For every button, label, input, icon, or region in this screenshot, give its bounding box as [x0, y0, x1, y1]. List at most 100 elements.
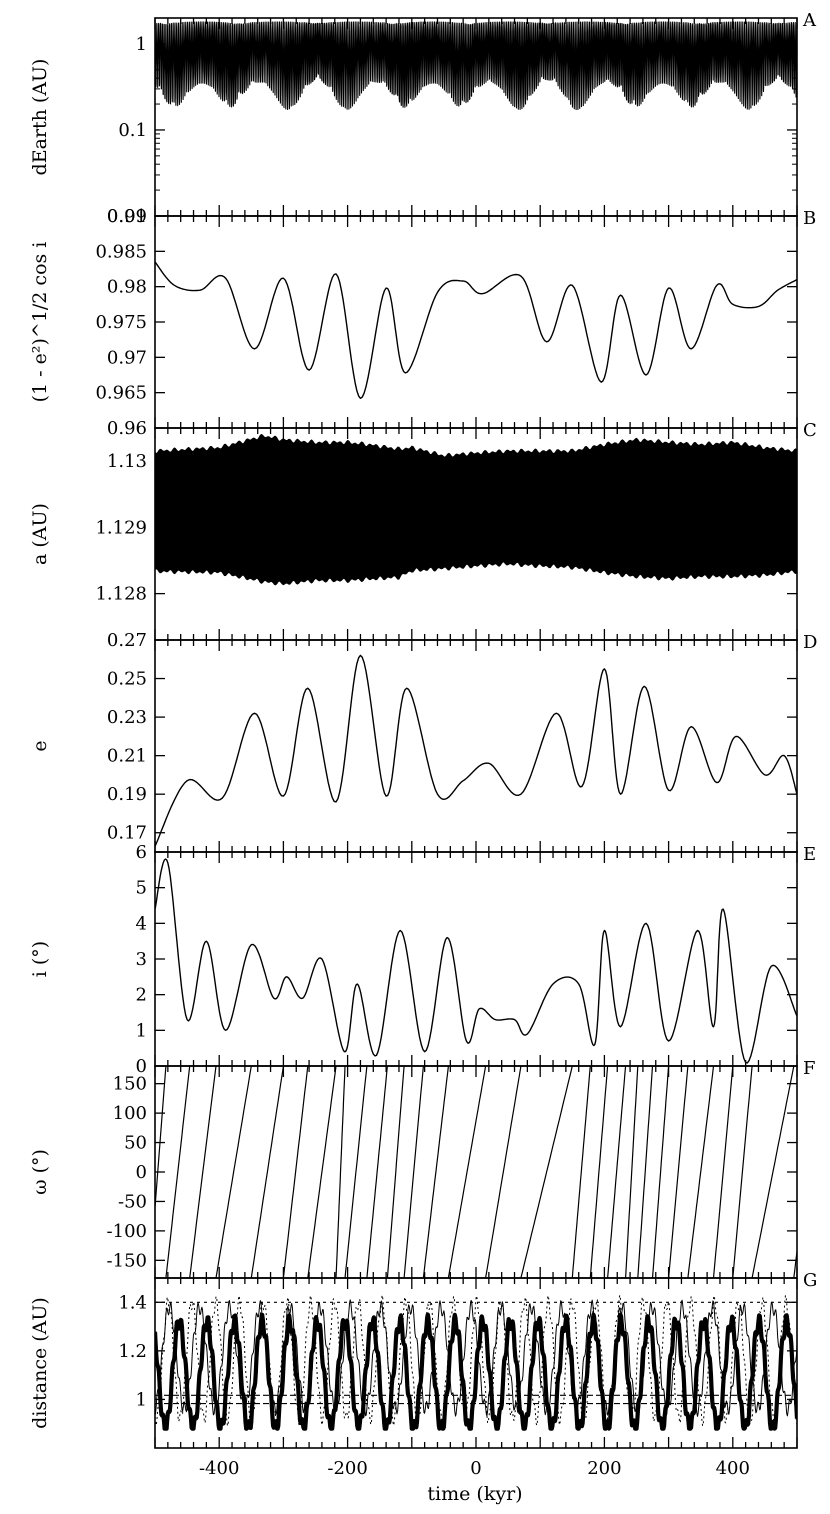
data-E [155, 858, 797, 1064]
series-segment [520, 1066, 573, 1278]
y-axis-label-B: (1 - e²)^1/2 cos i [29, 242, 51, 403]
series-dotted [155, 1294, 797, 1427]
series-segment [732, 1066, 753, 1278]
series-segment [307, 1066, 337, 1278]
series-segment [589, 1066, 609, 1278]
data-D [155, 654, 797, 847]
panel-letter-E: E [803, 844, 816, 865]
y-tick-label-C: 1.129 [95, 517, 147, 538]
y-axis-label-D: e [29, 740, 51, 751]
x-axis: time (kyr) [427, 1483, 522, 1505]
series-line [155, 21, 797, 111]
plot-frame-E [154, 851, 798, 1067]
y-tick-label-E: 2 [136, 985, 147, 1006]
x-tick-label: -400 [199, 1458, 239, 1479]
panel-F: -150 -100 -50 0 50 100 150 Fω (°) [29, 1058, 816, 1279]
y-axis-label-E: i (°) [29, 941, 51, 977]
series-segment [571, 1066, 591, 1278]
y-tick-label-F: -50 [118, 1191, 147, 1212]
x-tick-label: 200 [587, 1458, 621, 1479]
y-tick-label-E: 1 [136, 1020, 147, 1041]
y-tick-label-D: 0.23 [107, 707, 147, 728]
y-tick-label-B: 0.97 [107, 347, 147, 368]
y-tick-label-C: 1.13 [107, 451, 147, 472]
series-segment [335, 1066, 346, 1278]
y-tick-label-G: 1.4 [118, 1292, 147, 1313]
data-F [155, 1066, 797, 1278]
y-tick-label-E: 5 [136, 878, 147, 899]
series-thin-solid [155, 1299, 797, 1417]
series-segment [651, 1066, 670, 1278]
series-segment [422, 1066, 449, 1278]
y-tick-label-E: 6 [136, 842, 147, 863]
y-tick-label-C: 1.128 [95, 584, 147, 605]
series-segment [751, 1066, 795, 1278]
series-segment [625, 1066, 639, 1278]
y-tick-label-E: 3 [136, 949, 147, 970]
series-line [155, 654, 797, 847]
series-segment [687, 1066, 715, 1278]
y-tick-label-F: 0 [136, 1162, 147, 1183]
series-segment [637, 1066, 654, 1278]
series-segment [165, 1066, 191, 1278]
y-tick-label-F: 100 [113, 1103, 147, 1124]
series-line [155, 261, 797, 399]
data-B [155, 261, 797, 399]
y-tick-label-F: 150 [113, 1074, 147, 1095]
series-segment [250, 1066, 284, 1278]
series-segment [366, 1066, 388, 1278]
series-segment [344, 1066, 368, 1278]
y-tick-label-B: 0.98 [107, 277, 147, 298]
panel-letter-B: B [803, 208, 816, 229]
y-axis-label-F: ω (°) [29, 1149, 51, 1195]
y-tick-label-G: 1.2 [118, 1341, 147, 1362]
series-segment [189, 1066, 217, 1278]
y-tick-label-B: 0.975 [95, 312, 147, 333]
series-segment [485, 1066, 522, 1278]
panel-B: 0.96 0.965 0.97 0.975 0.98 0.985 0.99 B (1 - e²)… [29, 206, 816, 439]
y-tick-label-B: 0.965 [95, 383, 147, 404]
panel-letter-G: G [803, 1270, 817, 1291]
y-tick-label-B: 0.99 [107, 206, 147, 227]
y-tick-label-D: 0.19 [107, 784, 147, 805]
y-tick-label-E: 0 [136, 1056, 147, 1077]
panel-letter-C: C [803, 420, 817, 441]
x-tick-label: -200 [327, 1458, 367, 1479]
series-segment [282, 1066, 309, 1278]
y-tick-label-D: 0.17 [107, 823, 147, 844]
y-tick-label-F: -100 [107, 1221, 147, 1242]
y-tick-label-A: 0.01 [107, 206, 147, 227]
y-tick-label-B: 0.96 [107, 418, 147, 439]
y-axis-label-G: distance (AU) [29, 1297, 51, 1429]
data-G [155, 1294, 797, 1431]
y-tick-label-D: 0.21 [107, 746, 147, 767]
plot-frame-B [154, 215, 798, 429]
y-tick-label-B: 0.985 [95, 241, 147, 262]
panel-E: 0 1 2 3 4 5 6 Ei (°) [29, 842, 816, 1077]
dense-band [155, 433, 797, 586]
y-axis-label-C: a (AU) [29, 503, 51, 565]
series-segment [386, 1066, 405, 1278]
y-tick-label-E: 4 [136, 913, 147, 934]
series-line [155, 858, 797, 1064]
y-tick-label-A: 0.1 [118, 120, 147, 141]
y-tick-label-A: 1 [136, 34, 147, 55]
series-segment [447, 1066, 487, 1278]
series-segment [215, 1066, 252, 1278]
data-A [155, 21, 797, 216]
y-tick-label-G: 1 [136, 1389, 147, 1410]
panel-letter-A: A [802, 10, 817, 31]
plot-frame-D [154, 639, 798, 853]
series-segment [403, 1066, 424, 1278]
panel-D: 0.17 0.19 0.21 0.23 0.25 0.27 De [29, 630, 817, 853]
y-axis-label-A: dEarth (AU) [29, 59, 51, 176]
y-tick-label-F: -150 [107, 1250, 147, 1271]
series-segment [155, 1066, 167, 1208]
panel-letter-F: F [803, 1058, 816, 1079]
y-tick-label-D: 0.27 [107, 630, 147, 651]
series-segment [668, 1066, 689, 1278]
